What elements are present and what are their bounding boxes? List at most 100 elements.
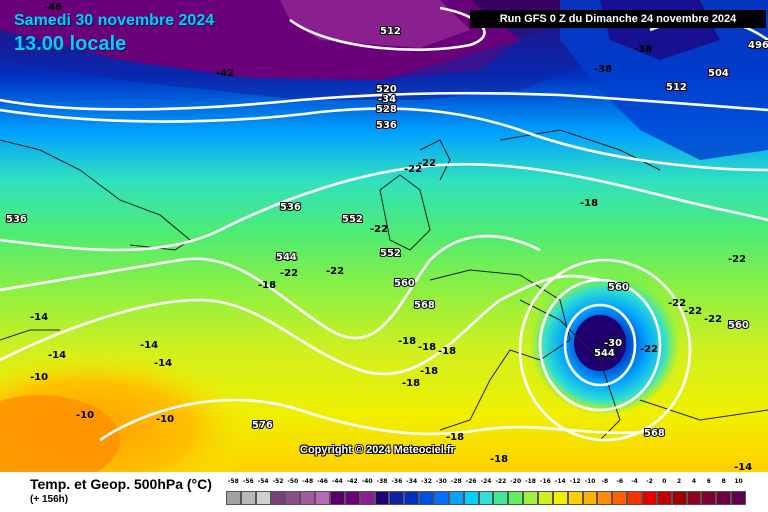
temperature-label: -22 bbox=[326, 266, 344, 277]
weather-map: 512 520 528 536 536 536 544 552 552 560 … bbox=[0, 0, 768, 472]
scale-tick-label: -50 bbox=[287, 478, 299, 485]
geopotential-label: 528 bbox=[376, 104, 397, 115]
temperature-label: -10 bbox=[76, 410, 94, 421]
temperature-label: -14 bbox=[734, 462, 752, 472]
temperature-label: -42 bbox=[216, 68, 234, 79]
scale-swatch bbox=[538, 491, 553, 505]
temperature-label: -18 bbox=[446, 432, 464, 443]
scale-tick-label: -36 bbox=[391, 478, 403, 485]
temperature-label: -18 bbox=[438, 346, 456, 357]
temperature-label: -18 bbox=[580, 198, 598, 209]
cold-core-north bbox=[280, 0, 470, 48]
temperature-label: -34 bbox=[378, 94, 396, 105]
scale-tick-label: -34 bbox=[406, 478, 418, 485]
scale-tick-label: -28 bbox=[450, 478, 462, 485]
scale-swatch bbox=[552, 491, 568, 505]
temperature-label: -18 bbox=[398, 336, 416, 347]
scale-tick-label: -58 bbox=[228, 478, 239, 485]
scale-tick-label: -52 bbox=[272, 478, 284, 485]
geopotential-label: 568 bbox=[414, 300, 435, 311]
scale-swatch bbox=[642, 491, 657, 505]
temperature-label: -14 bbox=[140, 340, 158, 351]
copyright-notice: Copyright © 2024 Meteociel.fr bbox=[300, 444, 455, 456]
scale-tick-label: -44 bbox=[332, 478, 343, 485]
temperature-label: -18 bbox=[418, 342, 436, 353]
scale-swatch bbox=[404, 491, 420, 505]
temperature-label: -22 bbox=[404, 164, 422, 175]
scale-swatch bbox=[582, 491, 598, 505]
temperature-label: -22 bbox=[668, 298, 686, 309]
scale-tick-label: -22 bbox=[495, 478, 507, 485]
geopotential-label: 536 bbox=[376, 120, 397, 131]
scale-tick-label: -42 bbox=[346, 478, 358, 485]
geopotential-label: 536 bbox=[6, 214, 27, 225]
forecast-time: 13.00 locale bbox=[14, 33, 127, 55]
map-canvas: 512 520 528 536 536 536 544 552 552 560 … bbox=[0, 0, 768, 472]
temperature-label: -22 bbox=[704, 314, 722, 325]
temperature-label: -30 bbox=[604, 338, 622, 349]
scale-swatch bbox=[731, 491, 746, 505]
temperature-label-group: -46 -42 -38 -38 -34 -22 -22 -22 -22 -22 … bbox=[30, 2, 752, 472]
cutoff-low-core bbox=[574, 315, 626, 371]
scale-tick-label: -8 bbox=[601, 478, 609, 485]
temperature-label: -14 bbox=[154, 358, 172, 369]
temperature-label: -22 bbox=[280, 268, 298, 279]
scale-tick-label: 0 bbox=[662, 478, 667, 485]
temperature-label: -22 bbox=[640, 344, 658, 355]
scale-swatch bbox=[493, 491, 509, 505]
scale-swatch bbox=[627, 491, 642, 505]
scale-tick-label: -14 bbox=[554, 478, 566, 485]
scale-tick-label: 10 bbox=[734, 478, 743, 485]
scale-tick-label: -20 bbox=[510, 478, 522, 485]
scale-swatch bbox=[656, 491, 672, 505]
scale-tick-label: 8 bbox=[721, 478, 726, 485]
scale-tick-label: -10 bbox=[584, 478, 596, 485]
geopotential-label-group: 512 520 528 536 536 536 544 552 552 560 … bbox=[5, 25, 768, 440]
scale-tick-label: -16 bbox=[540, 478, 551, 485]
temperature-label: -38 bbox=[594, 64, 612, 75]
geopotential-label: 552 bbox=[380, 248, 401, 259]
geopotential-label: 496 bbox=[748, 40, 768, 51]
scale-swatch bbox=[508, 491, 524, 505]
scale-swatch bbox=[478, 491, 494, 505]
scale-swatch bbox=[270, 491, 286, 505]
temperature-label: -10 bbox=[30, 372, 48, 383]
scale-swatch bbox=[240, 491, 256, 505]
temperature-label: -18 bbox=[258, 280, 276, 291]
legend-title: Temp. et Geop. 500hPa (°C) bbox=[30, 476, 212, 492]
legend-bar: Temp. et Geop. 500hPa (°C) (+ 156h) -58-… bbox=[0, 472, 768, 512]
scale-swatch bbox=[716, 491, 732, 505]
scale-tick-label: -2 bbox=[646, 478, 653, 485]
scale-swatch bbox=[448, 491, 464, 505]
scale-swatch bbox=[419, 491, 434, 505]
geopotential-isolines bbox=[0, 6, 768, 442]
scale-swatch bbox=[389, 491, 405, 505]
scale-swatch bbox=[374, 491, 390, 505]
forecast-date: Samedi 30 novembre 2024 bbox=[14, 12, 215, 29]
scale-swatch bbox=[330, 491, 345, 505]
scale-swatch bbox=[686, 491, 702, 505]
scale-tick-label: -40 bbox=[361, 478, 373, 485]
scale-swatch bbox=[344, 491, 360, 505]
temperature-label: -14 bbox=[48, 350, 66, 361]
scale-tick-label: -30 bbox=[436, 478, 447, 485]
geopotential-label: 576 bbox=[252, 420, 273, 431]
scale-swatch bbox=[671, 491, 687, 505]
model-run-info: Run GFS 0 Z du Dimanche 24 novembre 2024 bbox=[470, 10, 766, 28]
geopotential-label: 560 bbox=[394, 278, 415, 289]
scale-tick-label: 6 bbox=[706, 478, 711, 485]
scale-swatch bbox=[315, 491, 330, 505]
scale-swatch bbox=[701, 491, 717, 505]
geopotential-label: 544 bbox=[594, 348, 615, 359]
scale-tick-label: -12 bbox=[569, 478, 581, 485]
geopotential-label: 512 bbox=[380, 26, 401, 37]
scale-swatch bbox=[463, 491, 479, 505]
geopotential-label: 504 bbox=[708, 68, 729, 79]
temperature-label: -18 bbox=[420, 366, 438, 377]
temperature-label: -18 bbox=[490, 454, 508, 465]
scale-swatch bbox=[567, 491, 583, 505]
scale-tick-label: -6 bbox=[616, 478, 624, 485]
temperature-label: -18 bbox=[402, 378, 420, 389]
scale-swatch bbox=[523, 491, 538, 505]
geopotential-label: 568 bbox=[644, 428, 665, 439]
